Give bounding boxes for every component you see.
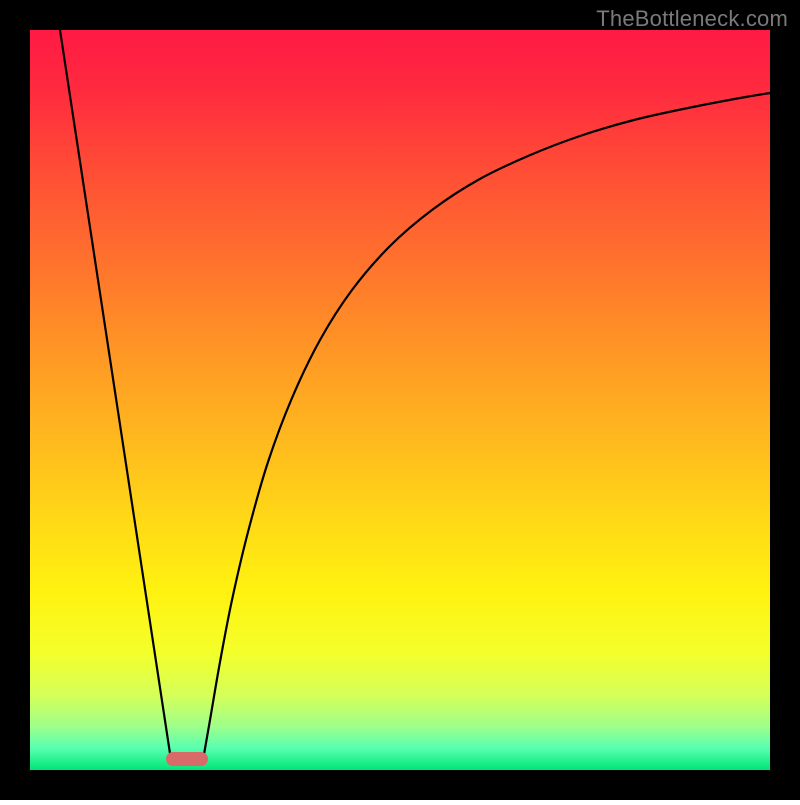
- watermark-text: TheBottleneck.com: [596, 6, 788, 32]
- chart-container: TheBottleneck.com: [0, 0, 800, 800]
- bottleneck-marker: [166, 752, 208, 766]
- bottleneck-chart: [0, 0, 800, 800]
- plot-area: [30, 30, 770, 770]
